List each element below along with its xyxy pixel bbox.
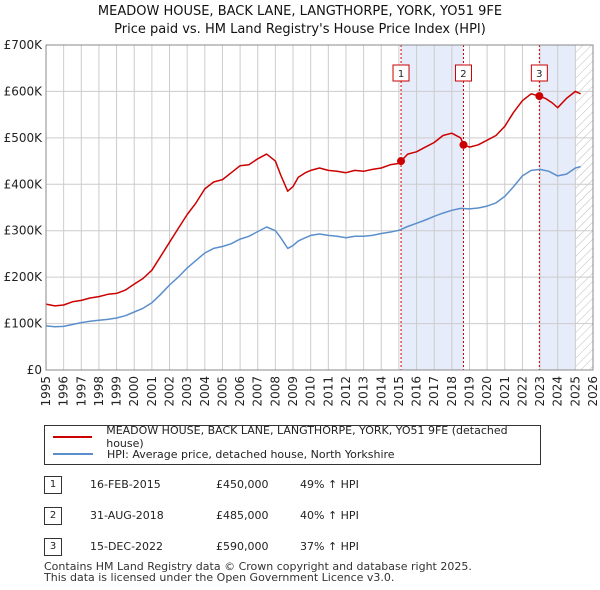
x-tick-label: 2002 bbox=[163, 376, 177, 407]
x-tick-label: 1996 bbox=[57, 376, 71, 407]
x-tick-label: 2003 bbox=[180, 376, 194, 407]
y-tick-label: £500K bbox=[4, 131, 44, 145]
x-tick-label: 2020 bbox=[480, 376, 494, 407]
x-tick-label: 2024 bbox=[551, 376, 565, 407]
x-tick-label: 2001 bbox=[145, 376, 159, 407]
x-tick-label: 2010 bbox=[304, 376, 318, 407]
x-tick-label: 2026 bbox=[586, 376, 600, 407]
sale-hpi-change: 37% ↑ HPI bbox=[300, 540, 359, 553]
hpi-line bbox=[45, 165, 581, 328]
sale-date: 15-DEC-2022 bbox=[90, 540, 164, 553]
x-tick-label: 2014 bbox=[374, 376, 388, 407]
sale-row: 1 16-FEB-2015 £450,000 49% ↑ HPI bbox=[44, 476, 444, 494]
sale-price: £590,000 bbox=[216, 540, 269, 553]
x-tick-label: 2016 bbox=[410, 376, 424, 407]
footer: Contains HM Land Registry data © Crown c… bbox=[44, 561, 472, 583]
price-chart: £0 £100K £200K £300K £400K £500K £600K £700K 199… bbox=[4, 38, 600, 407]
y-tick-label: £0 bbox=[27, 363, 42, 377]
x-tick-label: 1998 bbox=[92, 376, 106, 407]
sale-marker-label: 1 bbox=[398, 69, 404, 80]
y-tick-label: £100K bbox=[4, 317, 44, 331]
footer-licence: This data is licensed under the Open Gov… bbox=[44, 571, 395, 584]
x-tick-label: 2005 bbox=[215, 376, 229, 407]
sale-price: £450,000 bbox=[216, 478, 269, 491]
x-tick-label: 2013 bbox=[357, 376, 371, 407]
future-hatch bbox=[575, 45, 593, 370]
chart-title: MEADOW HOUSE, BACK LANE, LANGTHORPE, YOR… bbox=[97, 4, 503, 19]
sale-number-badge: 1 bbox=[44, 476, 62, 494]
y-tick-label: £600K bbox=[4, 84, 44, 98]
sale-marker-label: 3 bbox=[536, 69, 542, 80]
footer-copyright: Contains HM Land Registry data © Crown c… bbox=[44, 560, 472, 573]
legend-entry-hpi: HPI: Average price, detached house, Nort… bbox=[53, 446, 395, 462]
y-tick-label: £200K bbox=[4, 270, 44, 284]
x-tick-label: 2022 bbox=[515, 376, 529, 407]
sale-row: 3 15-DEC-2022 £590,000 37% ↑ HPI bbox=[44, 538, 444, 556]
x-tick-label: 2023 bbox=[533, 376, 547, 407]
legend-label-hpi: HPI: Average price, detached house, Nort… bbox=[107, 447, 395, 461]
sale-date: 16-FEB-2015 bbox=[90, 478, 161, 491]
legend: MEADOW HOUSE, BACK LANE, LANGTHORPE, YOR… bbox=[44, 424, 541, 465]
sale-marker-box bbox=[530, 64, 548, 82]
x-tick-label: 2000 bbox=[127, 376, 141, 407]
x-tick-label: 2006 bbox=[233, 376, 247, 407]
y-tick-label: £700K bbox=[4, 38, 44, 52]
x-tick-label: 2011 bbox=[321, 376, 335, 407]
sale-date: 31-AUG-2018 bbox=[90, 509, 164, 522]
sale-number-badge: 2 bbox=[44, 507, 62, 525]
shaded-range bbox=[401, 45, 464, 370]
legend-label-property: MEADOW HOUSE, BACK LANE, LANGTHORPE, YOR… bbox=[106, 424, 508, 450]
sale-price: £485,000 bbox=[216, 509, 269, 522]
legend-swatch-property bbox=[53, 436, 93, 438]
sale-point bbox=[397, 157, 406, 166]
x-tick-label: 2009 bbox=[286, 376, 300, 407]
sale-row: 2 31-AUG-2018 £485,000 40% ↑ HPI bbox=[44, 507, 444, 525]
x-tick-label: 1997 bbox=[74, 376, 88, 407]
sale-number-badge: 3 bbox=[44, 538, 62, 556]
property-price-line bbox=[45, 90, 581, 307]
sale-point bbox=[535, 92, 544, 101]
sale-marker-box bbox=[392, 64, 410, 82]
y-tick-label: £300K bbox=[4, 224, 44, 238]
x-tick-label: 2004 bbox=[198, 376, 212, 407]
x-tick-label: 2021 bbox=[498, 376, 512, 407]
plot-area bbox=[46, 45, 593, 370]
x-tick-label: 2012 bbox=[339, 376, 353, 407]
x-tick-label: 2025 bbox=[568, 376, 582, 407]
sale-marker-box bbox=[454, 64, 472, 82]
x-tick-label: 2019 bbox=[462, 376, 476, 407]
x-tick-label: 2007 bbox=[251, 376, 265, 407]
x-tick-label: 2015 bbox=[392, 376, 406, 407]
sale-hpi-change: 49% ↑ HPI bbox=[300, 478, 359, 491]
x-tick-label: 2017 bbox=[427, 376, 441, 407]
y-tick-label: £400K bbox=[4, 177, 44, 191]
sale-point bbox=[459, 140, 468, 149]
x-tick-label: 2018 bbox=[445, 376, 459, 407]
x-tick-label: 1995 bbox=[39, 376, 53, 407]
x-tick-label: 2008 bbox=[268, 376, 282, 407]
sale-marker-label: 2 bbox=[460, 69, 466, 80]
x-tick-label: 1999 bbox=[110, 376, 124, 407]
legend-swatch-hpi bbox=[53, 453, 93, 455]
plot-frame bbox=[45, 44, 594, 371]
sale-hpi-change: 40% ↑ HPI bbox=[300, 509, 359, 522]
chart-subtitle: Price paid vs. HM Land Registry's House … bbox=[114, 22, 486, 37]
legend-entry-property: MEADOW HOUSE, BACK LANE, LANGTHORPE, YOR… bbox=[53, 424, 540, 450]
